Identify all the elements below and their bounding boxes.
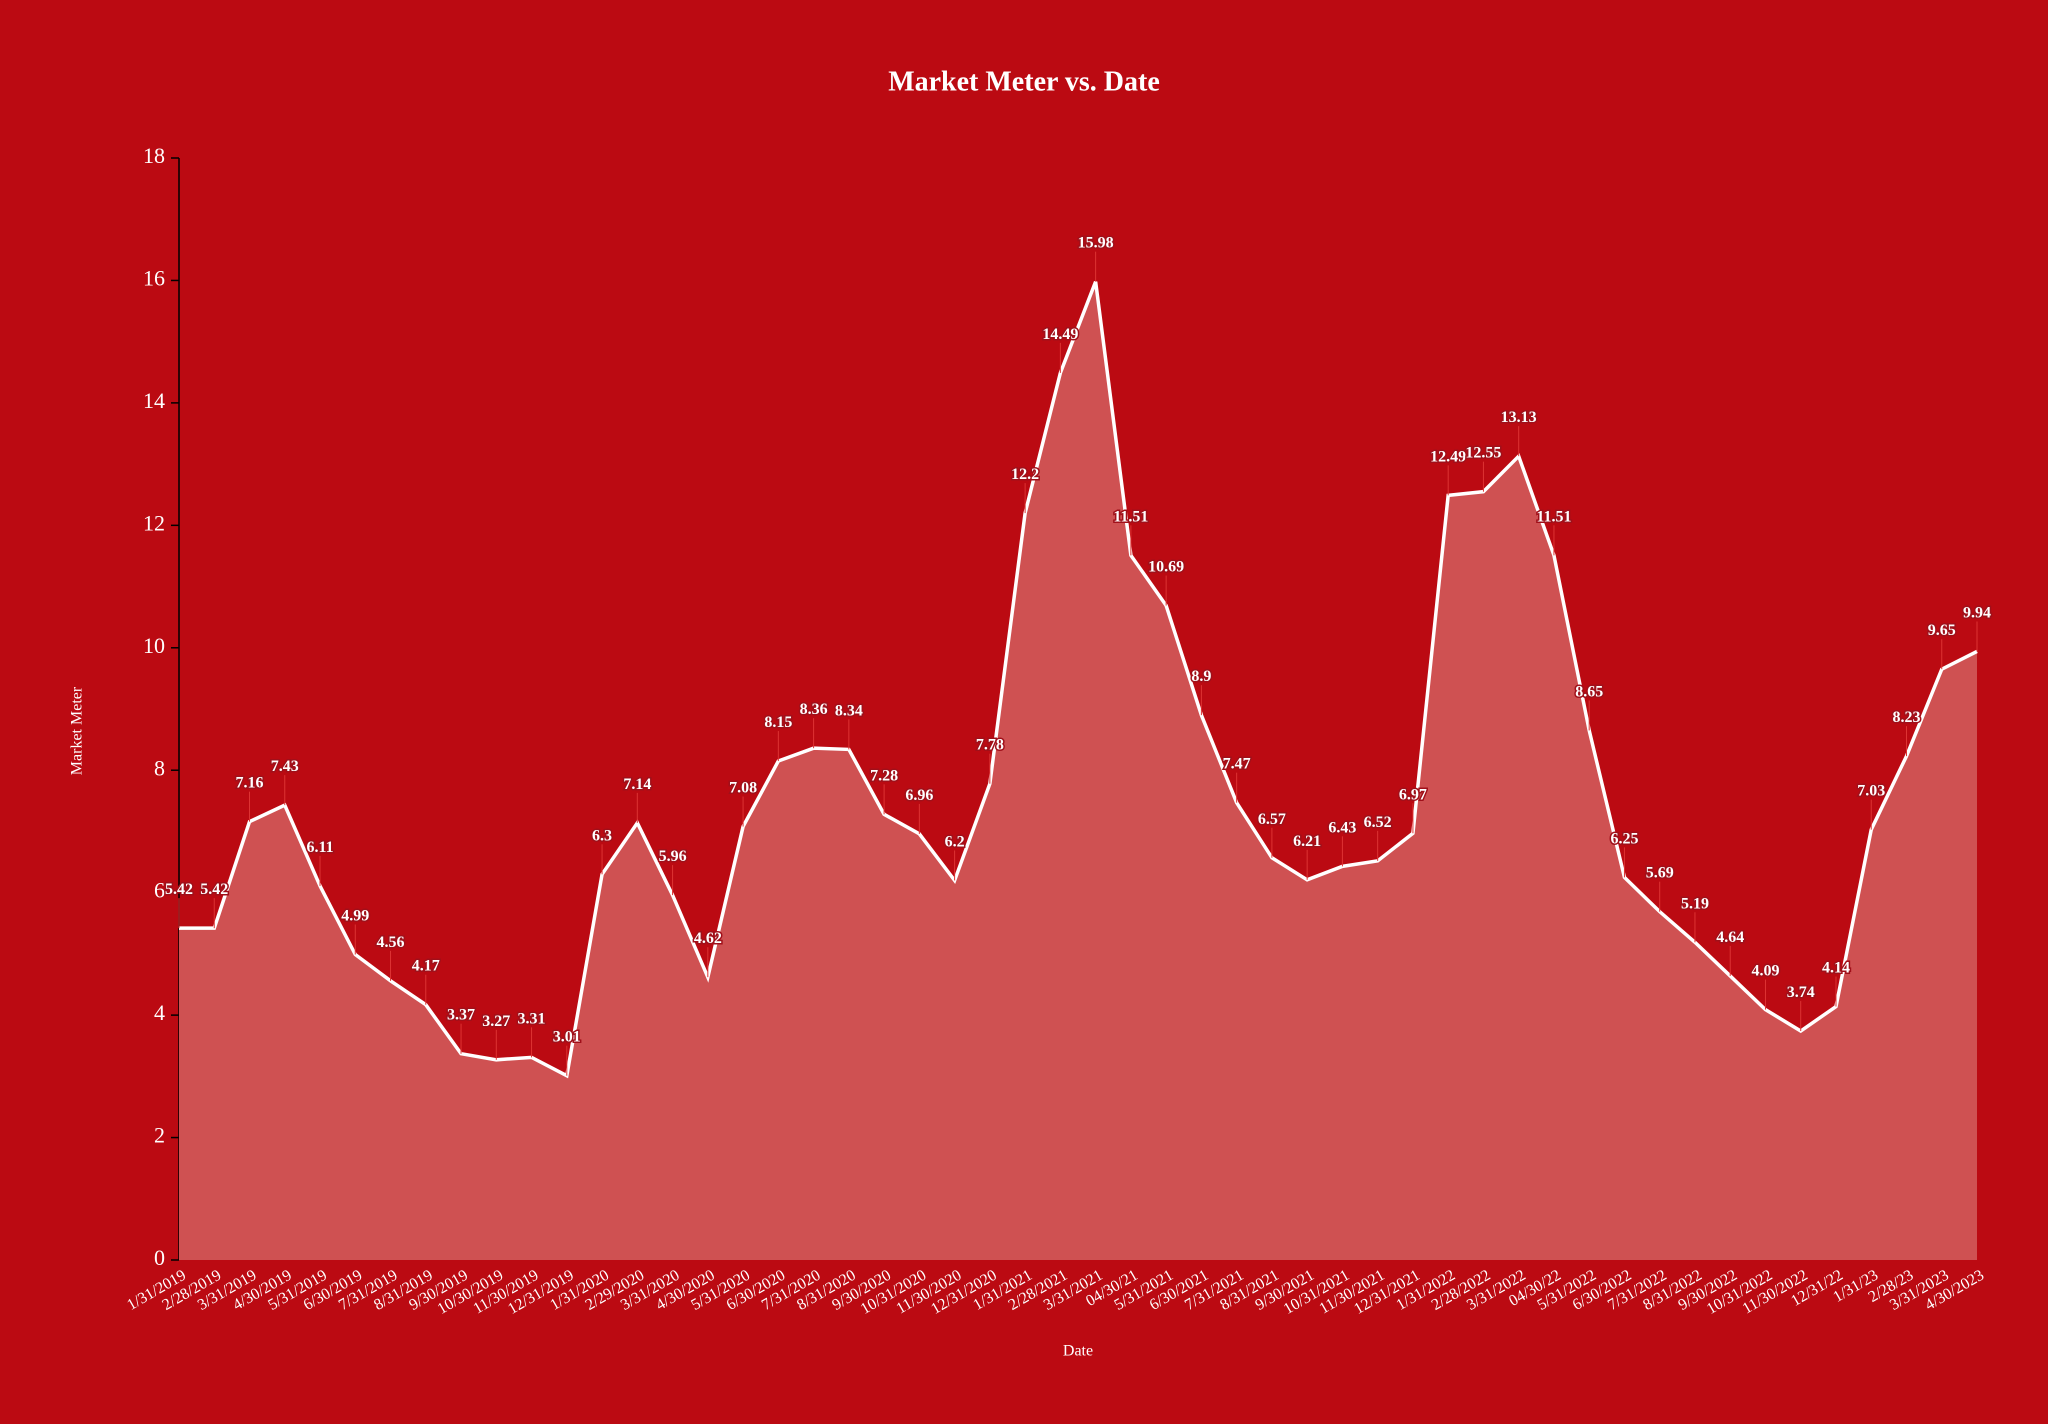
value-label: 11.51 [1536, 508, 1571, 525]
value-label: 7.47 [1223, 756, 1251, 773]
value-label: 4.99 [341, 908, 369, 925]
value-label: 4.64 [1716, 929, 1744, 946]
value-label: 4.56 [377, 934, 405, 951]
x-axis-label: Date [1063, 1343, 1093, 1360]
value-label: 13.13 [1501, 409, 1537, 426]
value-label: 7.28 [870, 767, 898, 784]
value-label: 8.65 [1575, 683, 1603, 700]
value-label: 6.52 [1364, 814, 1392, 831]
value-label: 5.19 [1681, 895, 1709, 912]
value-label: 7.78 [976, 737, 1004, 754]
y-axis-label: Market Meter [69, 686, 86, 775]
value-label: 3.37 [447, 1007, 475, 1024]
value-label: 6.11 [306, 839, 333, 856]
value-label: 12.2 [1011, 466, 1039, 483]
value-label: 15.98 [1078, 235, 1114, 252]
y-tick-label: 10 [143, 633, 165, 658]
value-label: 8.36 [800, 701, 828, 718]
value-label: 3.31 [518, 1010, 546, 1027]
value-label: 5.42 [200, 881, 228, 898]
value-label: 7.16 [236, 775, 264, 792]
value-label: 8.34 [835, 702, 863, 719]
value-label: 3.27 [482, 1013, 510, 1030]
value-label: 6.2 [945, 833, 965, 850]
value-label: 5.96 [659, 848, 687, 865]
value-label: 10.69 [1148, 559, 1184, 576]
value-label: 6.57 [1258, 811, 1286, 828]
value-label: 8.23 [1892, 709, 1920, 726]
value-label: 5.42 [165, 881, 193, 898]
value-label: 6.25 [1610, 830, 1638, 847]
y-tick-label: 12 [143, 510, 165, 535]
y-tick-label: 14 [143, 388, 165, 413]
line [179, 281, 1978, 1079]
value-label: 4.62 [694, 930, 722, 947]
value-label: 6.21 [1293, 833, 1321, 850]
area [179, 281, 1977, 1260]
value-label: 8.9 [1191, 668, 1211, 685]
value-label: 6.96 [905, 787, 933, 804]
y-tick-label: 8 [154, 755, 165, 780]
value-label: 5.69 [1646, 865, 1674, 882]
y-tick-label: 0 [154, 1245, 165, 1270]
value-label: 12.49 [1430, 448, 1466, 465]
y-tick-label: 4 [154, 1000, 165, 1025]
value-label: 4.09 [1751, 963, 1779, 980]
value-label: 3.74 [1787, 984, 1815, 1001]
value-label: 14.49 [1042, 326, 1078, 343]
value-label: 6.97 [1399, 786, 1427, 803]
value-label: 4.17 [412, 958, 440, 975]
chart-title: Market Meter vs. Date [888, 66, 1160, 97]
value-label: 6.43 [1328, 819, 1356, 836]
y-tick-label: 18 [143, 143, 165, 168]
value-label: 7.03 [1857, 783, 1885, 800]
y-tick-label: 6 [154, 878, 165, 903]
y-tick-label: 16 [143, 265, 165, 290]
value-label: 4.14 [1822, 960, 1850, 977]
value-label: 7.14 [623, 776, 651, 793]
value-label: 7.08 [729, 780, 757, 797]
value-label: 3.01 [553, 1029, 581, 1046]
value-label: 11.51 [1113, 508, 1148, 525]
value-label: 6.3 [592, 827, 612, 844]
y-tick-label: 2 [154, 1123, 165, 1148]
value-label: 9.65 [1928, 622, 1956, 639]
value-label: 8.15 [764, 714, 792, 731]
value-label: 7.43 [271, 758, 299, 775]
value-label: 12.55 [1465, 445, 1501, 462]
value-label: 9.94 [1963, 604, 1991, 621]
